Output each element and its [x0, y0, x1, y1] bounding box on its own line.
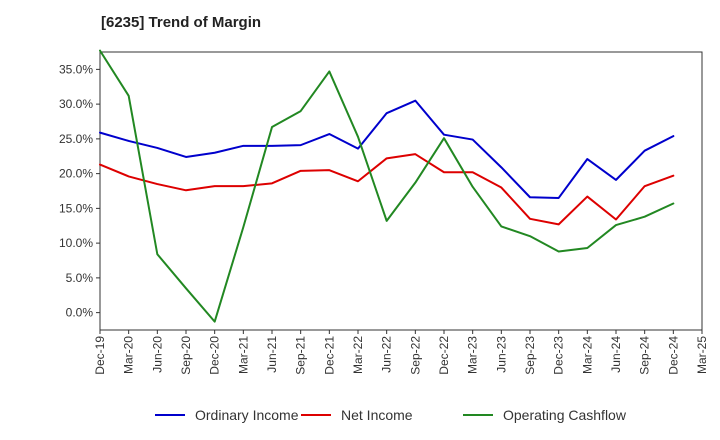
x-tick-label: Sep-24 — [638, 336, 652, 375]
series-line-ordinary-income — [99, 99, 675, 199]
x-tick-label: Mar-24 — [580, 336, 594, 374]
x-tick-label: Sep-21 — [294, 336, 308, 375]
axis-layer: 0.0% 5.0% 10.0% 15.0% 20.0% 25.0% 30.0% 35.0% De… — [59, 51, 709, 375]
x-tick-label: Mar-23 — [466, 336, 480, 374]
y-tick-label: 15.0% — [59, 201, 93, 215]
y-tick-label: 0.0% — [66, 306, 94, 320]
x-tick-label: Dec-24 — [666, 336, 680, 375]
y-tick-label: 25.0% — [59, 132, 93, 146]
y-tick-label: 5.0% — [66, 271, 94, 285]
x-tick-label: Jun-23 — [494, 336, 508, 373]
x-tick-label: Sep-22 — [408, 336, 422, 375]
x-tick-label: Mar-20 — [122, 336, 136, 374]
x-tick-label: Jun-24 — [609, 336, 623, 373]
legend-label-operating-cashflow: Operating Cashflow — [503, 407, 627, 423]
plot-frame — [99, 51, 703, 331]
y-tick-label: 30.0% — [59, 97, 93, 111]
series-layer — [99, 49, 675, 323]
x-tick-label: Jun-20 — [150, 336, 164, 373]
x-tick-label: Sep-20 — [179, 336, 193, 375]
x-tick-label: Sep-23 — [523, 336, 537, 375]
legend-label-ordinary-income: Ordinary Income — [195, 407, 299, 423]
x-tick-label: Dec-22 — [437, 336, 451, 375]
x-tick-label: Dec-23 — [552, 336, 566, 375]
y-tick-label: 35.0% — [59, 62, 93, 76]
series-line-net-income — [99, 153, 675, 226]
x-tick-label: Dec-20 — [208, 336, 222, 375]
x-tick-label: Dec-19 — [93, 336, 107, 375]
y-tick-label: 20.0% — [59, 167, 93, 181]
y-tick-label: 10.0% — [59, 236, 93, 250]
x-tick-label: Mar-21 — [236, 336, 250, 374]
series-line-operating-cashflow — [99, 49, 675, 323]
x-tick-label: Jun-22 — [380, 336, 394, 373]
x-tick-label: Jun-21 — [265, 336, 279, 373]
x-tick-label: Dec-21 — [322, 336, 336, 375]
chart-title: [6235] Trend of Margin — [101, 14, 262, 31]
legend-label-net-income: Net Income — [341, 407, 413, 423]
legend: Ordinary Income Net Income Operating Cashf… — [155, 407, 627, 423]
x-tick-label: Mar-25 — [695, 336, 709, 374]
x-tick-label: Mar-22 — [351, 336, 365, 374]
